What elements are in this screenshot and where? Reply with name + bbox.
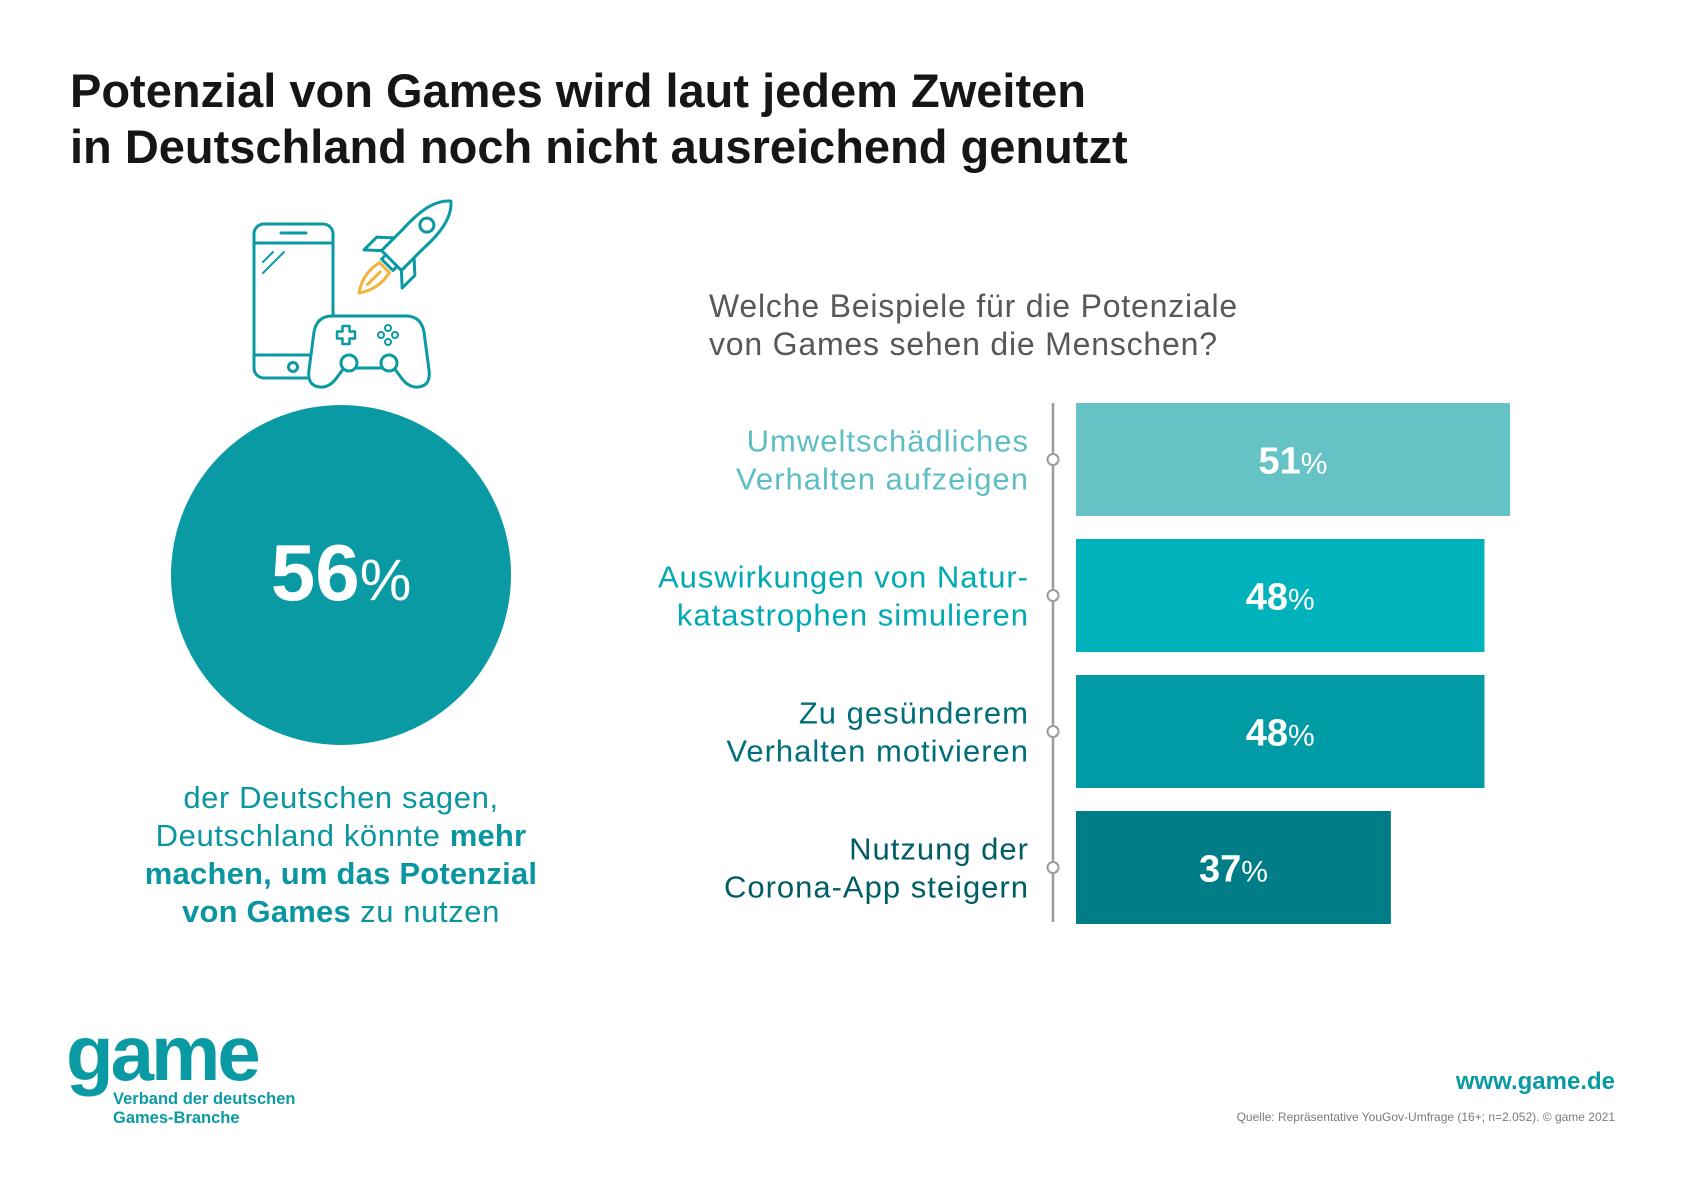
caption-emphasis: von Games bbox=[182, 894, 351, 929]
caption-emphasis: mehr bbox=[450, 818, 527, 853]
game-logo: game Verband der deutschen Games-Branche bbox=[66, 1009, 295, 1127]
highlight-stat: 56% der Deutschen sagen, Deutschland kön… bbox=[145, 405, 537, 929]
category-label-line: Verhalten motivieren bbox=[726, 734, 1029, 769]
bar-value-number: 51 bbox=[1259, 441, 1301, 483]
title-line-2: in Deutschland noch nicht ausreichend ge… bbox=[70, 120, 1128, 173]
category-label-line: Nutzung der bbox=[849, 832, 1029, 867]
source-note: Quelle: Repräsentative YouGov-Umfrage (1… bbox=[1237, 1110, 1616, 1124]
caption-text: zu nutzen bbox=[351, 894, 500, 929]
bar bbox=[1076, 403, 1511, 516]
bar bbox=[1076, 539, 1485, 652]
axis-marker bbox=[1046, 453, 1060, 466]
stat-circle bbox=[171, 405, 511, 745]
bar-value-label: 51% bbox=[1259, 441, 1328, 483]
website-link[interactable]: www.game.de bbox=[1455, 1068, 1615, 1095]
logo-subtitle-line-2: Games-Branche bbox=[113, 1109, 240, 1127]
title-line-1: Potenzial von Games wird laut jedem Zwei… bbox=[70, 64, 1086, 117]
bar-value-label: 48% bbox=[1246, 713, 1315, 755]
bar bbox=[1076, 811, 1391, 924]
caption-line-1: der Deutschen sagen, bbox=[183, 780, 498, 815]
gamepad-icon bbox=[307, 314, 431, 389]
bar-chart: Welche Beispiele für die Potenziale von … bbox=[658, 288, 1511, 924]
bar-value-unit: % bbox=[1288, 720, 1315, 753]
chart-question-line-1: Welche Beispiele für die Potenziale bbox=[709, 288, 1238, 324]
bar-value-label: 48% bbox=[1246, 577, 1315, 619]
bar-row: 48% Auswirkungen von Natur-katastrophen s… bbox=[658, 539, 1485, 652]
bar-value-unit: % bbox=[1301, 448, 1328, 481]
caption-text: der Deutschen sagen, bbox=[183, 780, 498, 815]
axis-marker bbox=[1046, 725, 1060, 738]
stat-caption: der Deutschen sagen, Deutschland könnte … bbox=[145, 780, 537, 929]
caption-line-3: machen, um das Potenzial bbox=[145, 856, 537, 891]
bar-value-unit: % bbox=[1288, 584, 1315, 617]
bar-value-number: 48 bbox=[1246, 577, 1288, 619]
category-label-line: Auswirkungen von Natur- bbox=[658, 560, 1029, 595]
category-label-line: Zu gesünderem bbox=[799, 696, 1029, 731]
stat-value: 56% bbox=[271, 528, 412, 617]
logo-subtitle-line-1: Verband der deutschen bbox=[113, 1090, 295, 1108]
caption-line-2: Deutschland könnte mehr bbox=[156, 818, 527, 853]
caption-text: Deutschland könnte bbox=[156, 818, 450, 853]
chart-question-line-2: von Games sehen die Menschen? bbox=[709, 326, 1218, 362]
rocket-icon bbox=[357, 199, 453, 295]
category-label-line: katastrophen simulieren bbox=[677, 598, 1029, 633]
stat-unit: % bbox=[360, 548, 412, 613]
bar-value-label: 37% bbox=[1199, 849, 1268, 891]
bar-value-number: 37 bbox=[1199, 849, 1241, 891]
bar bbox=[1076, 675, 1485, 788]
caption-line-4: von Games zu nutzen bbox=[182, 894, 500, 929]
caption-emphasis: machen, um das Potenzial bbox=[145, 856, 537, 891]
hero-illustration bbox=[252, 199, 453, 389]
bar-value-unit: % bbox=[1241, 856, 1268, 889]
category-label-line: Umweltschädliches bbox=[747, 424, 1029, 459]
footer: game Verband der deutschen Games-Branche… bbox=[66, 1009, 1615, 1127]
axis-marker bbox=[1046, 861, 1060, 874]
logo-wordmark: game bbox=[66, 1009, 258, 1097]
category-label-line: Corona-App steigern bbox=[724, 870, 1029, 905]
bar-value-number: 48 bbox=[1246, 713, 1288, 755]
axis-marker bbox=[1046, 589, 1060, 602]
stat-number: 56 bbox=[271, 528, 360, 617]
category-label-line: Verhalten aufzeigen bbox=[736, 462, 1029, 497]
page-title: Potenzial von Games wird laut jedem Zwei… bbox=[70, 64, 1128, 173]
